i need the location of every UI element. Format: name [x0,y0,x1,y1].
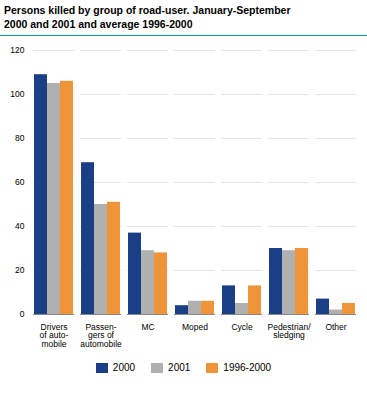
svg-text:60: 60 [15,178,25,188]
svg-text:Driversof auto-mobile: Driversof auto-mobile [40,322,69,349]
svg-text:80: 80 [15,134,25,144]
svg-text:Cycle: Cycle [231,322,253,332]
svg-text:0: 0 [20,310,25,320]
svg-text:40: 40 [15,222,25,232]
svg-text:100: 100 [10,90,24,100]
html-text:Persons killed by group of roa: Persons killed by group of road-user. Ja… [4,4,291,30]
svg-text:Other: Other [325,322,346,332]
svg-text:20: 20 [15,266,25,276]
svg-text:Passen-gers ofautomobile: Passen-gers ofautomobile [80,322,122,349]
svg-text:MC: MC [141,322,154,332]
svg-text:120: 120 [10,46,24,56]
html-text:2000: 2000 [112,362,136,374]
html-text:2001: 2001 [168,362,191,374]
html-text:1996-2000: 1996-2000 [223,362,272,374]
svg-text:Moped: Moped [182,322,208,332]
svg-text:Pedestrian/sledging: Pedestrian/sledging [268,322,312,341]
